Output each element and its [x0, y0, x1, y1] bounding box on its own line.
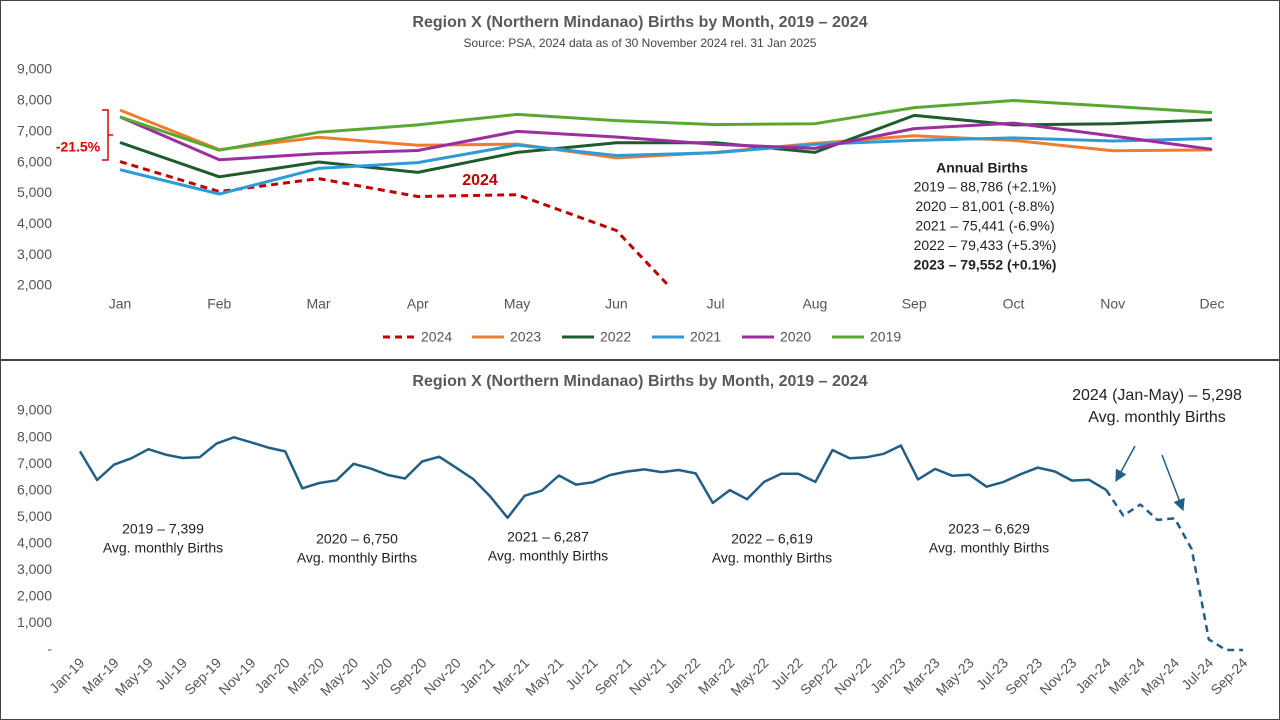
annotation-title: 2024 (Jan-May) – 5,298	[1072, 387, 1242, 404]
x-tick-label: Sep-21	[592, 654, 635, 697]
y-tick-label: 4,000	[17, 534, 52, 550]
x-tick-label: May-23	[933, 654, 977, 698]
y-tick-label: 7,000	[17, 455, 52, 471]
x-tick-label: May-21	[522, 654, 566, 698]
legend-label: 2020	[780, 329, 811, 345]
x-tick-label: Nov	[1100, 296, 1125, 312]
annotation-title: 2022 – 6,619	[731, 531, 813, 547]
legend-label: 2019	[870, 329, 901, 345]
x-tick-label: Jan-23	[867, 654, 909, 696]
x-tick-label: Nov-19	[215, 654, 258, 697]
series-line	[119, 113, 1213, 179]
plot-area	[119, 99, 1213, 286]
x-tick-label: Dec	[1200, 296, 1225, 312]
chart-subtitle: Source: PSA, 2024 data as of 30 November…	[464, 36, 817, 50]
x-tick-label: Nov-20	[421, 654, 464, 697]
series-line	[119, 108, 1213, 160]
y-tick-label: 7,000	[17, 122, 52, 138]
annotation-title: 2020 – 6,750	[316, 531, 398, 547]
y-tick-label: 9,000	[17, 61, 52, 77]
x-tick-label: Nov-21	[626, 654, 669, 697]
x-tick-label: Sep-24	[1207, 654, 1250, 697]
x-tick-label: Oct	[1003, 296, 1025, 312]
x-tick-label: May-19	[112, 654, 156, 698]
series-line	[78, 436, 1107, 520]
x-tick-label: Sep-23	[1002, 654, 1045, 697]
x-tick-label: May-24	[1138, 654, 1182, 698]
y-tick-label: 3,000	[17, 561, 52, 577]
y-tick-label: 8,000	[17, 428, 52, 444]
y-tick-label: 5,000	[17, 184, 52, 200]
arrow	[1161, 454, 1185, 512]
plot-area	[78, 436, 1243, 652]
annual-births-line: 2020 – 81,001 (-8.8%)	[915, 198, 1054, 214]
series-line	[119, 136, 1213, 196]
x-tick-label: Feb	[207, 296, 231, 312]
y-tick-label: 2,000	[17, 588, 52, 604]
x-tick-label: May-22	[727, 654, 771, 698]
annotation: -21.5%	[56, 139, 101, 155]
x-tick-label: Aug	[802, 296, 827, 312]
annual-births-line: 2021 – 75,441 (-6.9%)	[915, 218, 1054, 234]
annotation-text: Avg. monthly Births	[488, 548, 608, 564]
y-tick-label: 5,000	[17, 508, 52, 524]
y-tick-label: 9,000	[17, 402, 52, 418]
x-tick-label: Jan-21	[456, 654, 498, 696]
chart-title: Region X (Northern Mindanao) Births by M…	[412, 14, 867, 31]
x-tick-label: Sep-19	[181, 654, 224, 697]
x-tick-label: Sep-20	[386, 654, 429, 697]
legend-label: 2021	[690, 329, 721, 345]
annotation-text: Avg. monthly Births	[712, 550, 832, 566]
y-tick-label: 2,000	[17, 277, 52, 293]
x-tick-label: Jan-20	[251, 654, 293, 696]
chart-title: Region X (Northern Mindanao) Births by M…	[412, 373, 867, 390]
x-tick-label: Apr	[407, 296, 429, 312]
x-tick-label: Sep	[902, 296, 927, 312]
x-tick-label: Nov-23	[1036, 654, 1079, 697]
y-tick-label: 4,000	[17, 215, 52, 231]
annual-births-line: 2019 – 88,786 (+2.1%)	[914, 179, 1057, 195]
bracket	[102, 109, 113, 161]
x-tick-label: Jan-24	[1072, 654, 1114, 696]
y-tick-label: 1,000	[17, 614, 52, 630]
x-tick-label: Jul	[707, 296, 725, 312]
series-line	[1105, 489, 1243, 652]
series-line	[119, 160, 671, 286]
y-tick-label: 6,000	[17, 481, 52, 497]
x-tick-label: May-20	[317, 654, 361, 698]
series-line	[119, 115, 1213, 162]
legend-label: 2024	[421, 329, 452, 345]
y-tick-label: 8,000	[17, 92, 52, 108]
x-tick-label: Nov-22	[831, 654, 874, 697]
annotation-text: Avg. monthly Births	[297, 550, 417, 566]
annotation-text: Avg. monthly Births	[1088, 409, 1226, 426]
annotation-text: Avg. monthly Births	[103, 540, 223, 556]
x-tick-label: May	[504, 296, 530, 312]
annotation: 2024	[462, 172, 498, 189]
annotation-title: 2019 – 7,399	[122, 521, 204, 537]
x-tick-label: Jan-19	[46, 654, 88, 696]
x-tick-label: Jan-22	[662, 654, 704, 696]
annotation-title: 2023 – 6,629	[948, 521, 1030, 537]
x-tick-label: Sep-22	[797, 654, 840, 697]
annual-births-line: 2022 – 79,433 (+5.3%)	[914, 237, 1057, 253]
legend-label: 2023	[510, 329, 541, 345]
x-tick-label: Mar	[306, 296, 330, 312]
y-tick-label: 3,000	[17, 246, 52, 262]
annotation-title: 2021 – 6,287	[507, 529, 589, 545]
arrow	[1115, 445, 1136, 483]
annotation-text: Avg. monthly Births	[929, 540, 1049, 556]
annual-births-title: Annual Births	[936, 160, 1028, 176]
series-line	[119, 99, 1213, 152]
x-tick-label: Jan	[109, 296, 132, 312]
y-tick-label: 6,000	[17, 153, 52, 169]
x-tick-label: Jun	[605, 296, 628, 312]
legend-label: 2022	[600, 329, 631, 345]
panel-border	[0, 0, 1280, 360]
annual-births-line: 2023 – 79,552 (+0.1%)	[914, 257, 1057, 273]
y-tick-label: -	[47, 641, 52, 657]
